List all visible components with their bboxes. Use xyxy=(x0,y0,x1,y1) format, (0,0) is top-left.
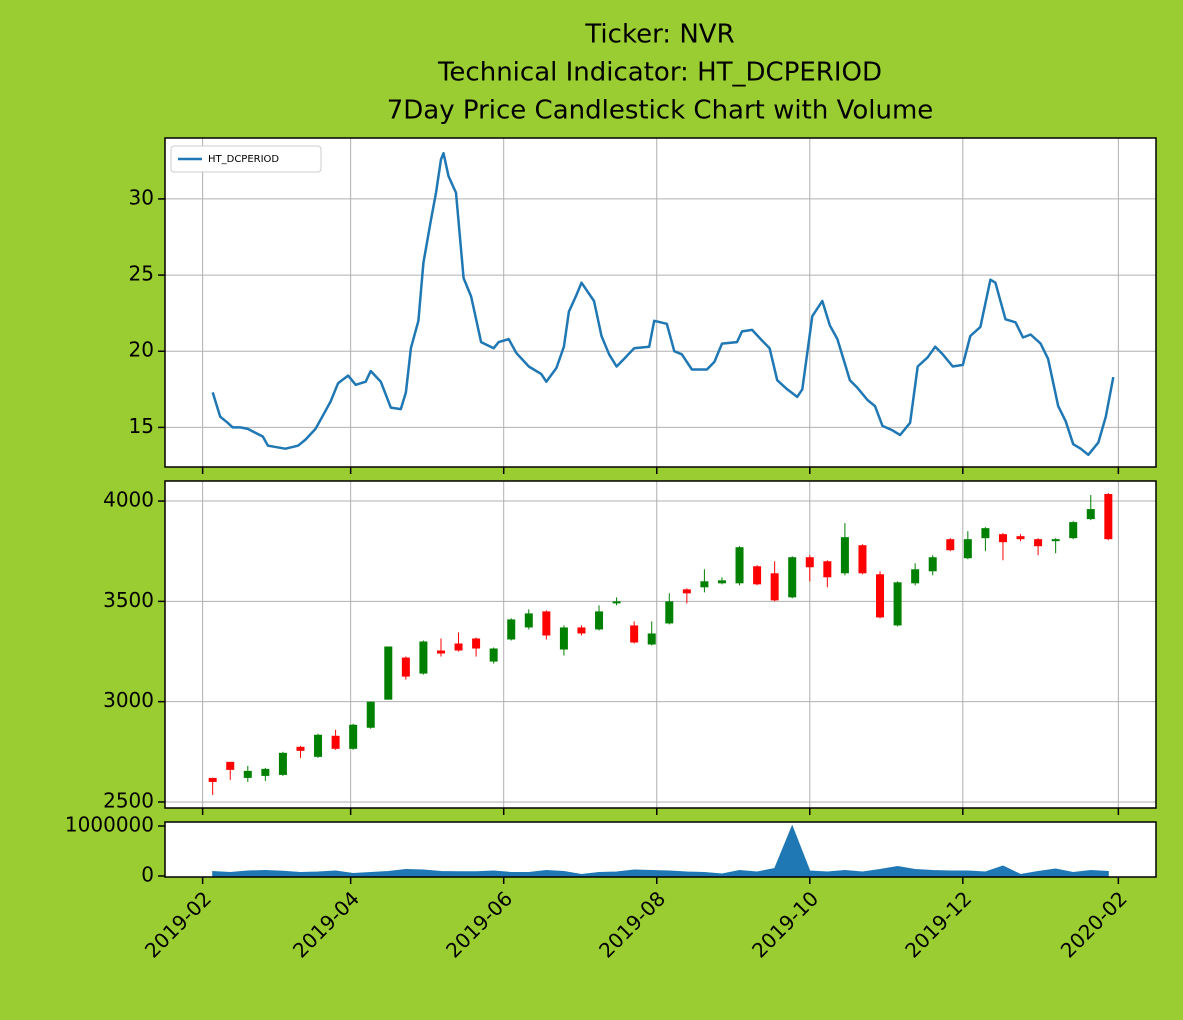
candle-body xyxy=(682,589,691,594)
candle-body xyxy=(454,643,463,651)
candle-body xyxy=(331,735,340,749)
x-tick-label: 2019-04 xyxy=(288,886,364,962)
candle-body xyxy=(559,627,568,650)
candle-body xyxy=(1086,509,1095,520)
candle-body xyxy=(401,657,410,677)
candle-body xyxy=(384,646,393,700)
plot-frame xyxy=(164,821,1157,878)
y-tick-label: 30 xyxy=(129,185,154,209)
x-tick-label: 2019-08 xyxy=(594,886,670,962)
indicator-line xyxy=(211,151,1115,457)
candle-body xyxy=(858,545,867,574)
candle-body xyxy=(753,566,762,585)
candle-body xyxy=(243,770,252,778)
plot-frame xyxy=(164,480,1157,809)
legend-label: HT_DCPERIOD xyxy=(208,154,279,165)
y-tick-label: 1000000 xyxy=(65,813,154,837)
y-tick-label: 2500 xyxy=(103,788,154,812)
candle-body xyxy=(349,724,358,749)
candle-body xyxy=(981,528,990,539)
candle-body xyxy=(208,777,217,782)
candle-body xyxy=(788,557,797,598)
plot-area xyxy=(165,822,1156,877)
title-line: Technical Indicator: HT_DCPERIOD xyxy=(437,58,882,88)
x-tick-label: 2020-02 xyxy=(1056,886,1132,962)
candle-body xyxy=(998,534,1007,543)
candle-body xyxy=(946,539,955,551)
y-tick-label: 0 xyxy=(141,863,154,887)
candle-body xyxy=(823,561,832,578)
candle-body xyxy=(1034,539,1043,547)
y-tick-label: 3500 xyxy=(103,588,154,612)
x-tick-label: 2019-12 xyxy=(900,886,976,962)
candle-body xyxy=(893,582,902,626)
candle-body xyxy=(314,734,323,757)
candle-body xyxy=(612,601,621,604)
y-tick-label: 4000 xyxy=(103,488,154,512)
candle-body xyxy=(1069,522,1078,539)
plot-frame xyxy=(164,137,1157,468)
candle-body xyxy=(489,648,498,662)
x-tick-label: 2019-06 xyxy=(441,886,517,962)
volume-area xyxy=(212,824,1109,877)
candle-body xyxy=(226,761,235,770)
candle-body xyxy=(261,768,270,776)
candle-body xyxy=(963,539,972,559)
candle-body xyxy=(876,574,885,618)
candle-body xyxy=(524,613,533,628)
y-tick-label: 20 xyxy=(129,338,154,362)
candle-body xyxy=(507,619,516,640)
candle-body xyxy=(1051,539,1060,542)
candle-body xyxy=(577,627,586,634)
y-tick-label: 3000 xyxy=(103,688,154,712)
candle-body xyxy=(840,537,849,574)
candle-body xyxy=(665,601,674,624)
x-tick-label: 2019-02 xyxy=(140,886,216,962)
candle-body xyxy=(366,701,375,728)
candle-body xyxy=(928,557,937,572)
plot-area xyxy=(165,481,1156,808)
candle-body xyxy=(296,746,305,751)
candle-body xyxy=(770,573,779,601)
candle-body xyxy=(911,569,920,584)
candle-body xyxy=(472,638,481,649)
candle-body xyxy=(436,650,445,654)
candle-body xyxy=(542,611,551,636)
y-tick-label: 25 xyxy=(129,262,154,286)
plot-area xyxy=(165,138,1156,467)
candle-body xyxy=(595,611,604,630)
x-tick-label: 2019-10 xyxy=(747,886,823,962)
candle-body xyxy=(1104,494,1113,540)
title-line: 7Day Price Candlestick Chart with Volume xyxy=(387,96,934,126)
candle-body xyxy=(630,625,639,643)
candle-body xyxy=(278,752,287,775)
candle-body xyxy=(647,633,656,645)
title-line: Ticker: NVR xyxy=(584,20,734,50)
candle-body xyxy=(1016,536,1025,540)
candle-body xyxy=(735,547,744,584)
candle-body xyxy=(419,641,428,674)
candle-body xyxy=(717,580,726,584)
candle-body xyxy=(805,557,814,568)
candle-body xyxy=(700,581,709,588)
y-tick-label: 15 xyxy=(129,414,154,438)
legend-box xyxy=(170,145,322,173)
